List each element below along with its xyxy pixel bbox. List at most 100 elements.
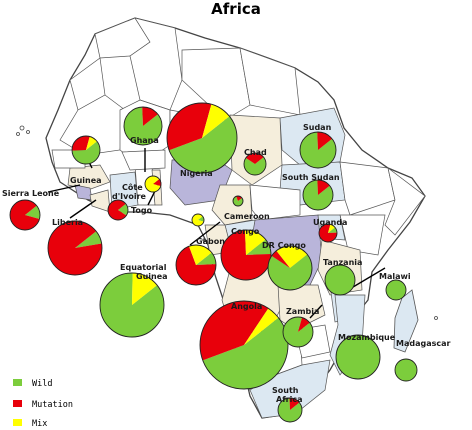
pie-slice-mutation [298,317,310,332]
pie-outline [71,135,101,165]
label-south-africa: South Africa [272,386,303,404]
pie-uganda [318,223,338,243]
label-south-sudan: South Sudan [282,173,340,182]
pie-south-africa [277,397,303,423]
pie-slice-wild [328,227,337,233]
pie-gabon [175,244,217,286]
island [434,316,438,320]
pie-tanzania [324,264,356,296]
pie-slice-mix [145,176,161,193]
legend-swatch-mutation [13,400,22,407]
pie-dr-congo [267,245,313,291]
pie-outline [335,334,381,380]
pie-outline [191,213,205,227]
pie-outline [9,199,41,231]
pie-slice-wild [72,141,100,165]
label-angola: Angola [231,302,262,311]
pie-slice-wild [124,107,162,146]
label-cote-divoire: Côte d'Ivoire [112,182,147,201]
label-tanzania: Tanzania [323,258,362,267]
label-dr-congo: DR Congo [262,241,306,250]
label-zambia: Zambia [286,307,319,316]
pie-slice-mutation [72,136,90,151]
legend: Wild Mutation Mix [13,379,73,429]
pie-slice-mutation [166,103,212,151]
car-area [249,184,301,221]
label-cote-divoire-line1: Côte [122,182,143,192]
label-south-africa-line2: Africa [276,395,303,404]
pie-slice-wild [303,180,334,211]
pie-liberia [47,220,103,276]
label-south-africa-line1: South [272,386,299,395]
island [16,132,20,136]
pie-slice-mix [86,136,97,150]
label-sudan: Sudan [303,123,332,132]
label-cote-divoire-line2: d'Ivoire [112,192,147,201]
pie-equatorial-guinea [191,213,205,227]
pie-outline [324,264,356,296]
pie-slice-mix [132,273,158,305]
pie-slice-wild [395,359,417,381]
pie-ghana [123,106,163,146]
pie-guinea [71,135,101,165]
pie-slice-wild [386,280,406,300]
legend-label-wild: Wild [32,379,52,389]
pie-south-sudan [302,179,334,211]
pie-slice-mutation [108,200,127,221]
label-guinea: Guinea [70,176,102,185]
pie-slice-mutation [142,107,158,126]
pie-outline [144,175,162,193]
pie-slice-mutation [200,301,269,361]
pie-slice-wild [300,132,337,168]
pie-slice-mix [189,244,212,265]
pie-chad [243,152,267,176]
pie-outline [232,195,244,207]
pie-nigeria [166,102,238,174]
pie-togo [144,175,162,193]
pie-slice-wild [202,317,289,390]
pie-slice-wild [196,252,216,265]
label-chad: Chad [244,148,267,157]
pie-zambia [282,316,314,348]
pie-outline [277,397,303,423]
label-uganda: Uganda [313,218,347,227]
pie-outline [123,106,163,146]
pie-outline [394,358,418,382]
pie-slice-mutation [176,246,216,285]
pie-slice-wild [283,317,314,347]
pie-slice-wild [232,196,243,206]
pie-slice-mutation [48,221,103,276]
pie-sudan [299,131,337,169]
label-sierra-leone: Sierra Leone [2,189,60,198]
pie-outline [302,179,334,211]
label-malawi: Malawi [379,272,411,281]
pie-slice-mix [244,308,279,345]
pie-slice-wild [75,231,102,248]
chad-area [229,114,283,186]
pie-slice-mix [202,104,230,138]
pie-slice-mix [191,214,204,226]
pie-sierra-leone [9,199,41,231]
legend-label-mix: Mix [32,419,47,429]
pie-slice-wild [169,116,237,173]
pie-outline [166,102,238,174]
pie-cameroon [232,195,244,207]
pie-outline [107,199,129,221]
pie-outline [47,220,103,276]
kenya-area [339,214,386,256]
pie-western-pie [99,272,165,338]
pie-slice-mutation [317,132,333,150]
pie-slice-mutation [271,250,290,268]
pie-outline [267,245,313,291]
burkina-area [121,149,166,171]
pie-outline [282,316,314,348]
map-title: Africa [211,0,261,18]
label-cameroon: Cameroon [224,212,270,221]
pie-slice-mutation [245,153,264,164]
pie-outline [243,152,267,176]
island [26,130,30,134]
island [202,238,206,242]
label-eq-guinea-line1: Equatorial [120,263,167,272]
pie-slice-wild [198,216,204,222]
